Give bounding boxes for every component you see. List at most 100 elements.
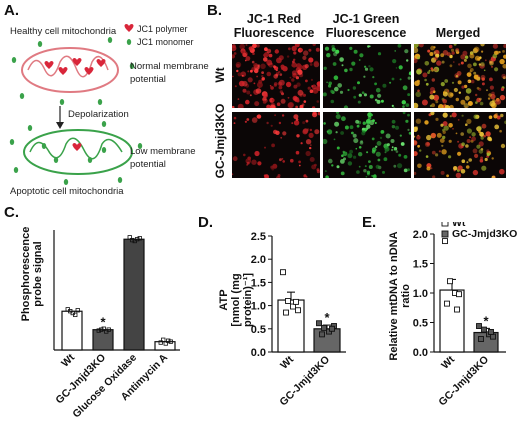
data-point bbox=[135, 237, 140, 242]
cell-spot bbox=[358, 59, 361, 61]
cell-spot bbox=[297, 89, 304, 96]
cell-spot bbox=[398, 153, 402, 157]
cell-spot bbox=[377, 158, 381, 162]
cell-spot bbox=[435, 100, 439, 104]
cell-spot bbox=[452, 128, 454, 130]
chart-c-ylabel-line1: Phosphorescence bbox=[20, 226, 32, 322]
cell-spot bbox=[365, 175, 368, 178]
cell-spot bbox=[436, 60, 442, 66]
cell-spot bbox=[291, 78, 295, 82]
cell-spot bbox=[280, 98, 286, 104]
cell-spot bbox=[442, 98, 445, 102]
micrograph-ko-red bbox=[232, 112, 320, 178]
cell-spot bbox=[232, 75, 234, 78]
cell-spot bbox=[245, 99, 250, 105]
cell-spot bbox=[311, 84, 317, 90]
cell-spot bbox=[243, 153, 246, 157]
col-header-red-line1: JC-1 Red bbox=[246, 12, 302, 26]
cell-spot bbox=[392, 106, 396, 108]
cell-spot bbox=[309, 128, 313, 132]
cell-spot bbox=[383, 157, 388, 162]
chart-d: 0.00.51.01.52.02.5Wt*GC-Jmjd3KO bbox=[251, 231, 346, 408]
cell-spot bbox=[246, 118, 250, 121]
panel-label-b: B. bbox=[207, 2, 222, 19]
cell-spot bbox=[473, 74, 479, 80]
cell-spot bbox=[281, 114, 285, 117]
data-point bbox=[96, 328, 101, 333]
cell-spot bbox=[323, 122, 326, 125]
cell-spot bbox=[271, 98, 275, 102]
cell-spot bbox=[246, 161, 250, 165]
cell-spot bbox=[457, 140, 460, 143]
cell-spot bbox=[450, 48, 455, 52]
cell-spot bbox=[467, 101, 473, 106]
cell-spot bbox=[340, 159, 345, 164]
cell-spot bbox=[309, 63, 313, 66]
low-potential-line1: Low membrane bbox=[130, 146, 196, 157]
cell-spot bbox=[455, 132, 458, 135]
cell-spot bbox=[273, 83, 277, 87]
cell-spot bbox=[339, 90, 344, 94]
cell-spot bbox=[316, 168, 320, 172]
data-point bbox=[158, 340, 163, 345]
data-point bbox=[166, 338, 171, 343]
cell-spot bbox=[474, 153, 479, 158]
cell-spot bbox=[502, 64, 506, 69]
cell-spot bbox=[451, 112, 457, 118]
cell-spot bbox=[364, 67, 369, 71]
cell-spot bbox=[366, 151, 369, 154]
cell-spot bbox=[324, 46, 330, 51]
cell-spot bbox=[368, 65, 371, 68]
cell-spot bbox=[441, 144, 444, 147]
cell-spot bbox=[480, 136, 484, 140]
cell-spot bbox=[464, 95, 470, 101]
cell-spot bbox=[442, 112, 448, 118]
data-point bbox=[454, 306, 460, 313]
cell-spot bbox=[391, 146, 394, 149]
cell-spot bbox=[443, 125, 449, 131]
cell-spot bbox=[478, 63, 481, 66]
cell-spot bbox=[307, 86, 311, 90]
panel-label-d: D. bbox=[198, 214, 213, 231]
cell-spot bbox=[375, 87, 381, 93]
cell-spot bbox=[485, 131, 491, 137]
cell-spot bbox=[467, 80, 470, 83]
cell-spot bbox=[263, 93, 268, 98]
cell-spot bbox=[440, 53, 445, 58]
legend-label: Wt bbox=[452, 222, 466, 229]
cell-spot bbox=[311, 106, 316, 108]
cell-spot bbox=[287, 102, 294, 108]
cell-spot bbox=[340, 171, 345, 176]
cell-spot bbox=[368, 160, 371, 163]
cell-spot bbox=[435, 153, 439, 157]
col-header-red: JC-1 Red Fluorescence bbox=[232, 12, 316, 40]
y-tick-label: 0.5 bbox=[413, 318, 428, 330]
cell-spot bbox=[460, 54, 466, 60]
cell-spot bbox=[494, 124, 500, 130]
cell-spot bbox=[476, 97, 481, 103]
cell-spot bbox=[303, 100, 307, 103]
cell-spot bbox=[402, 105, 405, 108]
cell-spot bbox=[330, 99, 335, 104]
cell-spot bbox=[356, 124, 360, 128]
cell-spot bbox=[298, 89, 302, 93]
data-point bbox=[127, 235, 132, 240]
y-tick-label: 1.5 bbox=[413, 259, 428, 271]
cell-spot bbox=[433, 66, 440, 73]
panel-label-a: A. bbox=[4, 2, 19, 19]
panel-label-e: E. bbox=[362, 214, 377, 231]
cell-spot bbox=[295, 105, 299, 108]
data-point bbox=[163, 341, 168, 346]
cell-spot bbox=[351, 61, 356, 66]
cell-spot bbox=[340, 131, 344, 135]
cell-spot bbox=[415, 118, 422, 124]
cell-spot bbox=[487, 136, 492, 141]
cell-spot bbox=[480, 148, 484, 151]
cell-spot bbox=[295, 150, 300, 155]
cell-spot bbox=[279, 158, 282, 162]
cell-spot bbox=[351, 131, 354, 135]
cell-spot bbox=[376, 141, 382, 146]
cell-spot bbox=[261, 75, 264, 78]
cell-spot bbox=[267, 63, 270, 66]
normal-potential-line1: Normal membrane bbox=[130, 61, 209, 72]
